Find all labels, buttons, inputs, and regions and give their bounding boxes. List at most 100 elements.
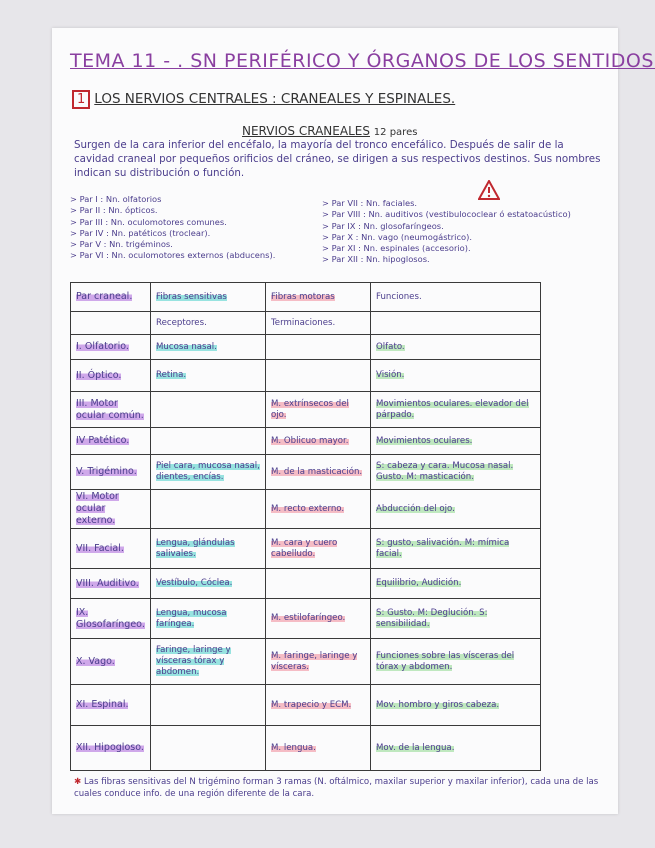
footnote-text: Las fibras sensitivas del N trigémino fo… (74, 777, 599, 799)
table-row: V. Trigémino. Piel cara, mucosa nasal, di… (70, 454, 541, 490)
intro-paragraph: Surgen de la cara inferior del encéfalo,… (74, 139, 601, 179)
table-cell: II. Óptico. (70, 359, 151, 392)
pair-item: > Par VI : Nn. oculomotores externos (ab… (70, 250, 276, 261)
pair-item: > Par XII : Nn. hipoglosos. (322, 254, 430, 265)
table-cell: Equilibrio, Audición. (370, 568, 541, 599)
table-cell: M. lengua. (265, 725, 371, 771)
cell-sensory: Lengua, glándulas salivales. (156, 537, 235, 559)
table-cell: Piel cara, mucosa nasal, dientes, encías… (150, 454, 266, 490)
table-cell (150, 489, 266, 529)
cell-function: Olfato. (376, 341, 405, 352)
cell-function: S: cabeza y cara. Mucosa nasal. Gusto. M… (376, 461, 514, 482)
cell-sensory: Mucosa nasal. (156, 341, 217, 352)
table-cell: M. trapecio y ECM. (265, 684, 371, 726)
table-cell: Abducción del ojo. (370, 489, 541, 529)
table-cell (150, 725, 266, 771)
table-cell: S: cabeza y cara. Mucosa nasal. Gusto. M… (370, 454, 541, 490)
pair-item: > Par III : Nn. oculomotores comunes. (70, 216, 227, 227)
table-cell: M. extrínsecos del ojo. (265, 391, 371, 428)
table-cell: M. Oblicuo mayor. (265, 427, 371, 455)
table-cell: M. recto externo. (265, 489, 371, 529)
table-row: II. Óptico. Retina. Visión. (70, 359, 541, 392)
header-cell: Fibras motoras (271, 291, 335, 302)
cell-motor: M. cara y cuero cabelludo. (271, 537, 338, 559)
table-row: VII. Facial. Lengua, glándulas salivales.… (70, 528, 541, 569)
cell-nerve: II. Óptico. (76, 369, 122, 381)
cell-nerve: VII. Facial. (76, 542, 124, 554)
table-cell: V. Trigémino. (70, 454, 151, 490)
cell-function: S: Gusto. M: Deglución. S: sensibilidad. (376, 607, 488, 629)
notes-page: TEMA 11 - . SN PERIFÉRICO Y ÓRGANOS DE L… (52, 28, 655, 814)
header-cell: Par craneal. (76, 291, 133, 302)
table-row: XII. Hipogloso. M. lengua. Mov. de la leng… (70, 725, 541, 771)
cell-motor: M. trapecio y ECM. (271, 699, 352, 710)
table-cell: I. Olfatorio. (70, 334, 151, 360)
table-cell: XI. Espinal. (70, 684, 151, 726)
table-cell: S: Gusto. M: Deglución. S: sensibilidad. (370, 598, 541, 639)
pair-item: > Par V : Nn. trigéminos. (70, 239, 173, 250)
cell-nerve: III. Motor ocular común. (76, 397, 144, 421)
table-row: VI. Motor ocular externo. M. recto extern… (70, 489, 541, 529)
cell-function: Funciones sobre las vísceras del tórax y… (376, 650, 515, 672)
cell-nerve: IX. Glosofaríngeo. (76, 606, 145, 630)
cell-nerve: X. Vago. (76, 655, 115, 667)
table-cell: Visión. (370, 359, 541, 392)
cell-nerve: V. Trigémino. (76, 466, 137, 477)
cell-function: Mov. de la lengua. (376, 742, 455, 753)
table-cell: Funciones sobre las vísceras del tórax y… (370, 638, 541, 685)
table-cell (150, 427, 266, 455)
table-cell: XII. Hipogloso. (70, 725, 151, 771)
section-title: LOS NERVIOS CENTRALES : CRANEALES Y ESPI… (94, 91, 456, 107)
pair-item: > Par II : Nn. ópticos. (70, 205, 158, 216)
table-cell: VIII. Auditivo. (70, 568, 151, 599)
cell-function: Visión. (376, 370, 405, 380)
table-cell: Faringe, laringe y vísceras tórax y abdo… (150, 638, 266, 685)
pair-item: > Par IV : Nn. patéticos (troclear). (70, 227, 211, 238)
table-cell: Retina. (150, 359, 266, 392)
table-cell: M. estilofaríngeo. (265, 598, 371, 639)
table-cell (150, 391, 266, 428)
cell-function: Abducción del ojo. (376, 503, 455, 514)
table-row: I. Olfatorio. Mucosa nasal. Olfato. (70, 334, 541, 360)
table-subheader-row: Receptores. Terminaciones. (70, 311, 541, 335)
table-header-row: Par craneal. Fibras sensitivas Fibras mo… (70, 282, 541, 312)
pair-item: > Par X : Nn. vago (neumogástrico). (322, 231, 472, 242)
header-cell: Funciones. (376, 291, 422, 302)
table-cell: VII. Facial. (70, 528, 151, 569)
table-cell: S: gusto, salivación. M: mímica facial. (370, 528, 541, 569)
cell-motor: M. estilofaríngeo. (271, 613, 346, 623)
cell-motor: M. lengua. (271, 742, 316, 753)
table-cell: Mov. hombro y giros cabeza. (370, 684, 541, 726)
table-cell: Movimientos oculares. (370, 427, 541, 455)
cell-motor: M. de la masticación. (271, 466, 363, 477)
cell-motor: M. recto externo. (271, 503, 345, 514)
table-row: VIII. Auditivo. Vestíbulo, Cóclea. Equilib… (70, 568, 541, 599)
cranial-nerves-table: Par craneal. Fibras sensitivas Fibras mo… (70, 282, 541, 771)
table-cell: Olfato. (370, 334, 541, 360)
asterisk-icon: ✱ (74, 777, 82, 787)
cell-motor: M. Oblicuo mayor. (271, 435, 349, 446)
table-cell: IX. Glosofaríngeo. (70, 598, 151, 639)
footnote: ✱ Las fibras sensitivas del N trigémino … (74, 776, 614, 800)
table-cell: M. faringe, laringe y vísceras. (265, 638, 371, 685)
pair-item: > Par I : Nn. olfatorios (70, 194, 162, 204)
table-row: IX. Glosofaríngeo. Lengua, mucosa farínge… (70, 598, 541, 639)
table-row: X. Vago. Faringe, laringe y vísceras tóra… (70, 638, 541, 685)
table-cell: Lengua, glándulas salivales. (150, 528, 266, 569)
table-cell: Vestíbulo, Cóclea. (150, 568, 266, 599)
pair-item: > Par VII : Nn. faciales. (322, 198, 418, 208)
table-cell (265, 334, 371, 360)
cell-nerve: XII. Hipogloso. (76, 742, 144, 753)
subheader-cell: Receptores. (156, 317, 207, 328)
pair-item: > Par VIII : Nn. auditivos (vestibulococ… (322, 209, 571, 220)
table-cell: Lengua, mucosa faríngea. (150, 598, 266, 639)
table-cell: Mov. de la lengua. (370, 725, 541, 771)
table-row: XI. Espinal. M. trapecio y ECM. Mov. hombr… (70, 684, 541, 726)
section-heading: 1 LOS NERVIOS CENTRALES : CRANEALES Y ESP… (72, 90, 455, 109)
subtitle-text: NERVIOS CRANEALES (242, 124, 370, 138)
table-cell: M. de la masticación. (265, 454, 371, 490)
cell-sensory: Piel cara, mucosa nasal, dientes, encías… (156, 461, 260, 482)
cell-sensory: Faringe, laringe y vísceras tórax y abdo… (156, 645, 231, 677)
header-cell: Fibras sensitivas (156, 291, 227, 302)
pairs-list-left: > Par I : Nn. olfatorios > Par II : Nn. ó… (70, 194, 275, 262)
